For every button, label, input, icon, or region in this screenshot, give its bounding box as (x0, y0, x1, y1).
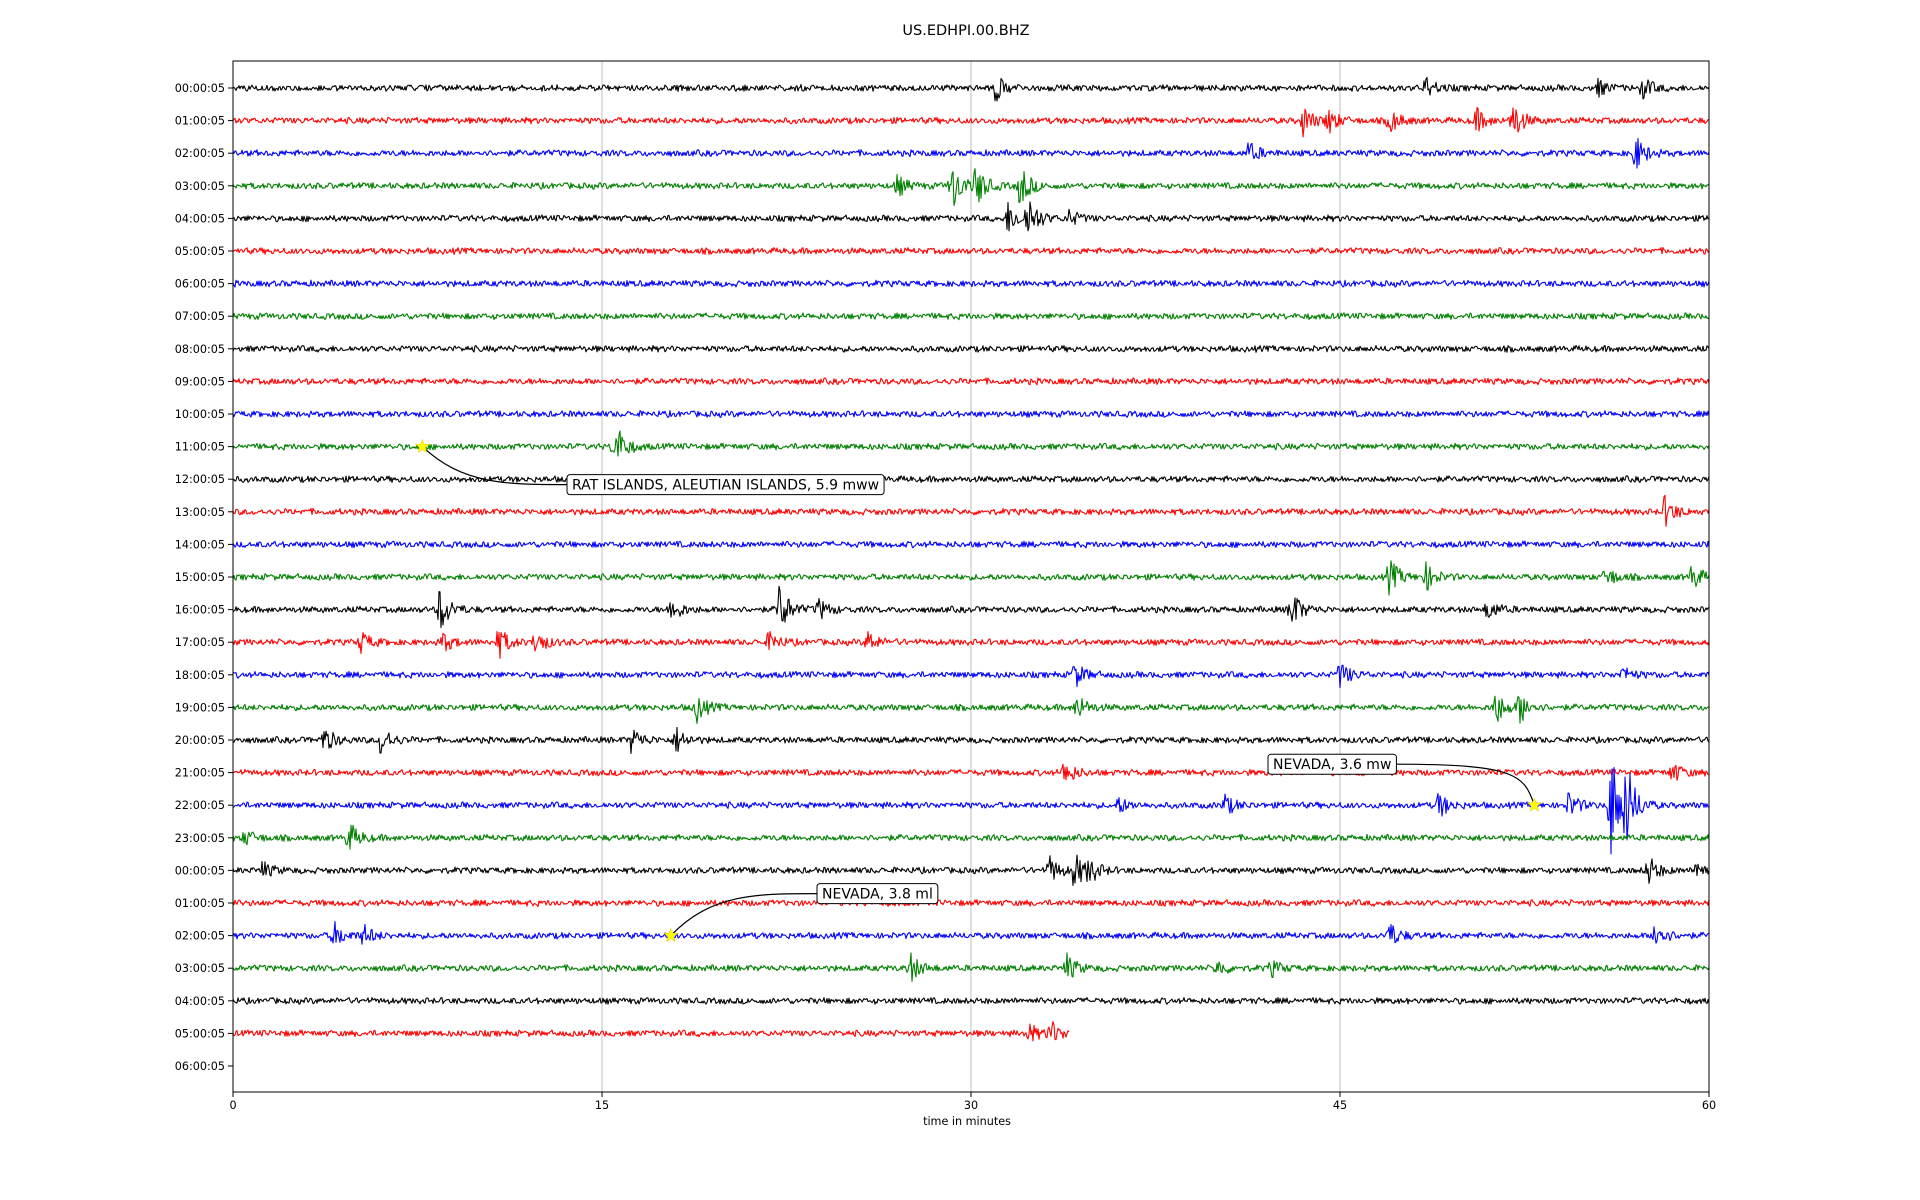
x-axis-label: time in minutes (923, 1115, 1011, 1128)
y-tick-label: 06:00:05 (175, 278, 225, 291)
annotation-box (816, 883, 939, 905)
y-tick-label: 00:00:05 (175, 864, 225, 877)
event-annotations: RAT ISLANDS, ALEUTIAN ISLANDS, 5.9 mww NE… (414, 438, 1542, 942)
y-tick-label: 12:00:05 (175, 473, 225, 486)
trace-row-4 (232, 201, 1710, 232)
y-tick-label: 03:00:05 (175, 180, 225, 193)
y-tick-label: 04:00:05 (175, 995, 225, 1008)
event-star-marker (1526, 797, 1542, 812)
y-tick-label: 19:00:05 (175, 701, 225, 714)
y-tick-label: 10:00:05 (175, 408, 225, 421)
annotation-connector (670, 893, 818, 937)
trace-row-26 (232, 921, 1710, 945)
trace-row-1 (232, 107, 1710, 138)
trace-row-19 (232, 695, 1710, 724)
trace-row-10 (232, 410, 1710, 418)
trace-row-24 (232, 854, 1710, 886)
y-tick-label: 18:00:05 (175, 669, 225, 682)
trace-row-29 (232, 1021, 1070, 1042)
y-tick-label: 05:00:05 (175, 245, 225, 258)
y-tick-label: 17:00:05 (175, 636, 225, 649)
trace-row-2 (232, 137, 1710, 169)
trace-row-11 (232, 430, 1710, 457)
y-tick-label: 01:00:05 (175, 897, 225, 910)
annotation-connector (1396, 763, 1535, 806)
y-tick-label: 20:00:05 (175, 734, 225, 747)
annotation-box (566, 474, 885, 496)
annotation-1: NEVADA, 3.6 mw (1267, 753, 1542, 812)
seismic-traces (232, 76, 1710, 1042)
y-tick-label: 04:00:05 (175, 212, 225, 225)
y-tick-label: 02:00:05 (175, 930, 225, 943)
y-tick-label: 23:00:05 (175, 832, 225, 845)
y-tick-label: 22:00:05 (175, 799, 225, 812)
trace-row-23 (232, 824, 1710, 850)
y-tick-label: 01:00:05 (175, 115, 225, 128)
trace-row-14 (232, 540, 1710, 549)
trace-row-13 (232, 494, 1710, 527)
y-tick-label: 16:00:05 (175, 604, 225, 617)
trace-row-5 (232, 246, 1710, 256)
trace-row-18 (232, 664, 1710, 689)
trace-row-22 (232, 766, 1710, 855)
trace-row-20 (232, 726, 1710, 755)
trace-row-25 (232, 899, 1710, 908)
annotation-0: RAT ISLANDS, ALEUTIAN ISLANDS, 5.9 mww (414, 438, 885, 496)
y-tick-label: 21:00:05 (175, 767, 225, 780)
y-tick-label: 05:00:05 (175, 1027, 225, 1040)
y-tick-label: 03:00:05 (175, 962, 225, 975)
trace-row-7 (232, 312, 1710, 321)
y-tick-label: 14:00:05 (175, 538, 225, 551)
y-tick-label: 08:00:05 (175, 343, 225, 356)
x-tick-label: 0 (229, 1099, 236, 1112)
trace-row-28 (232, 996, 1710, 1005)
trace-row-17 (232, 630, 1710, 659)
y-tick-label: 02:00:05 (175, 147, 225, 160)
event-star-marker (414, 438, 430, 453)
trace-row-16 (232, 585, 1710, 629)
x-tick-label: 15 (595, 1099, 609, 1112)
x-tick-label: 60 (1702, 1099, 1716, 1112)
trace-row-0 (232, 76, 1710, 102)
y-tick-label: 00:00:05 (175, 82, 225, 95)
x-tick-label: 30 (964, 1099, 978, 1112)
y-tick-label: 09:00:05 (175, 375, 225, 388)
chart-title: US.EDHPI.00.BHZ (902, 23, 1029, 39)
trace-row-15 (232, 560, 1710, 596)
trace-row-12 (232, 475, 1710, 484)
annotation-label: NEVADA, 3.6 mw (1273, 757, 1391, 773)
trace-row-8 (232, 344, 1710, 353)
trace-row-9 (232, 377, 1710, 386)
y-tick-label: 06:00:05 (175, 1060, 225, 1073)
trace-row-3 (232, 168, 1710, 206)
x-axis-ticks: 0 15 30 45 60 (229, 1092, 1716, 1112)
y-tick-label: 15:00:05 (175, 571, 225, 584)
y-tick-label: 07:00:05 (175, 310, 225, 323)
y-axis-ticks: 00:00:05 01:00:05 02:00:05 03:00:05 04:00:05… (175, 82, 233, 1073)
y-tick-label: 13:00:05 (175, 506, 225, 519)
trace-row-6 (232, 279, 1710, 288)
annotation-label: NEVADA, 3.8 ml (822, 887, 933, 903)
x-tick-label: 45 (1333, 1099, 1347, 1112)
y-tick-label: 11:00:05 (175, 441, 225, 454)
annotation-2: NEVADA, 3.8 ml (663, 883, 939, 942)
annotation-label: RAT ISLANDS, ALEUTIAN ISLANDS, 5.9 mww (572, 478, 879, 494)
annotation-connector (422, 446, 568, 486)
trace-row-27 (232, 952, 1710, 982)
event-star-marker (663, 927, 679, 942)
trace-row-21 (232, 763, 1710, 781)
annotation-box (1267, 753, 1397, 775)
